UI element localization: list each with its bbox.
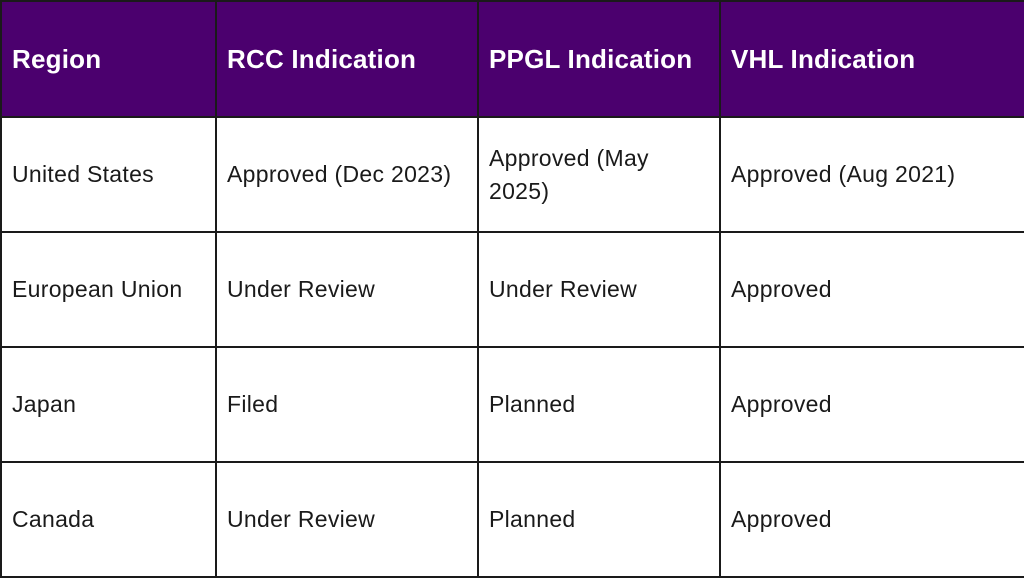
cell-rcc-indication: Approved (Dec 2023) [215,116,479,233]
cell-region: European Union [0,231,217,348]
header-region: Region [0,0,217,118]
table-row: Japan Filed Planned Approved [0,346,1024,463]
table-header-row: Region RCC Indication PPGL Indication VH… [0,0,1024,118]
cell-vhl-indication: Approved (Aug 2021) [719,116,1024,233]
cell-ppgl-indication: Approved (May 2025) [477,116,721,233]
table-row: European Union Under Review Under Review… [0,231,1024,348]
cell-rcc-indication: Filed [215,346,479,463]
cell-ppgl-indication: Under Review [477,231,721,348]
header-rcc-indication: RCC Indication [215,0,479,118]
cell-region: Canada [0,461,217,578]
cell-rcc-indication: Under Review [215,231,479,348]
cell-region: Japan [0,346,217,463]
cell-region: United States [0,116,217,233]
table-row: Canada Under Review Planned Approved [0,461,1024,578]
header-vhl-indication: VHL Indication [719,0,1024,118]
header-ppgl-indication: PPGL Indication [477,0,721,118]
cell-ppgl-indication: Planned [477,461,721,578]
cell-rcc-indication: Under Review [215,461,479,578]
cell-vhl-indication: Approved [719,346,1024,463]
cell-ppgl-indication: Planned [477,346,721,463]
cell-vhl-indication: Approved [719,461,1024,578]
table-row: United States Approved (Dec 2023) Approv… [0,116,1024,233]
cell-vhl-indication: Approved [719,231,1024,348]
